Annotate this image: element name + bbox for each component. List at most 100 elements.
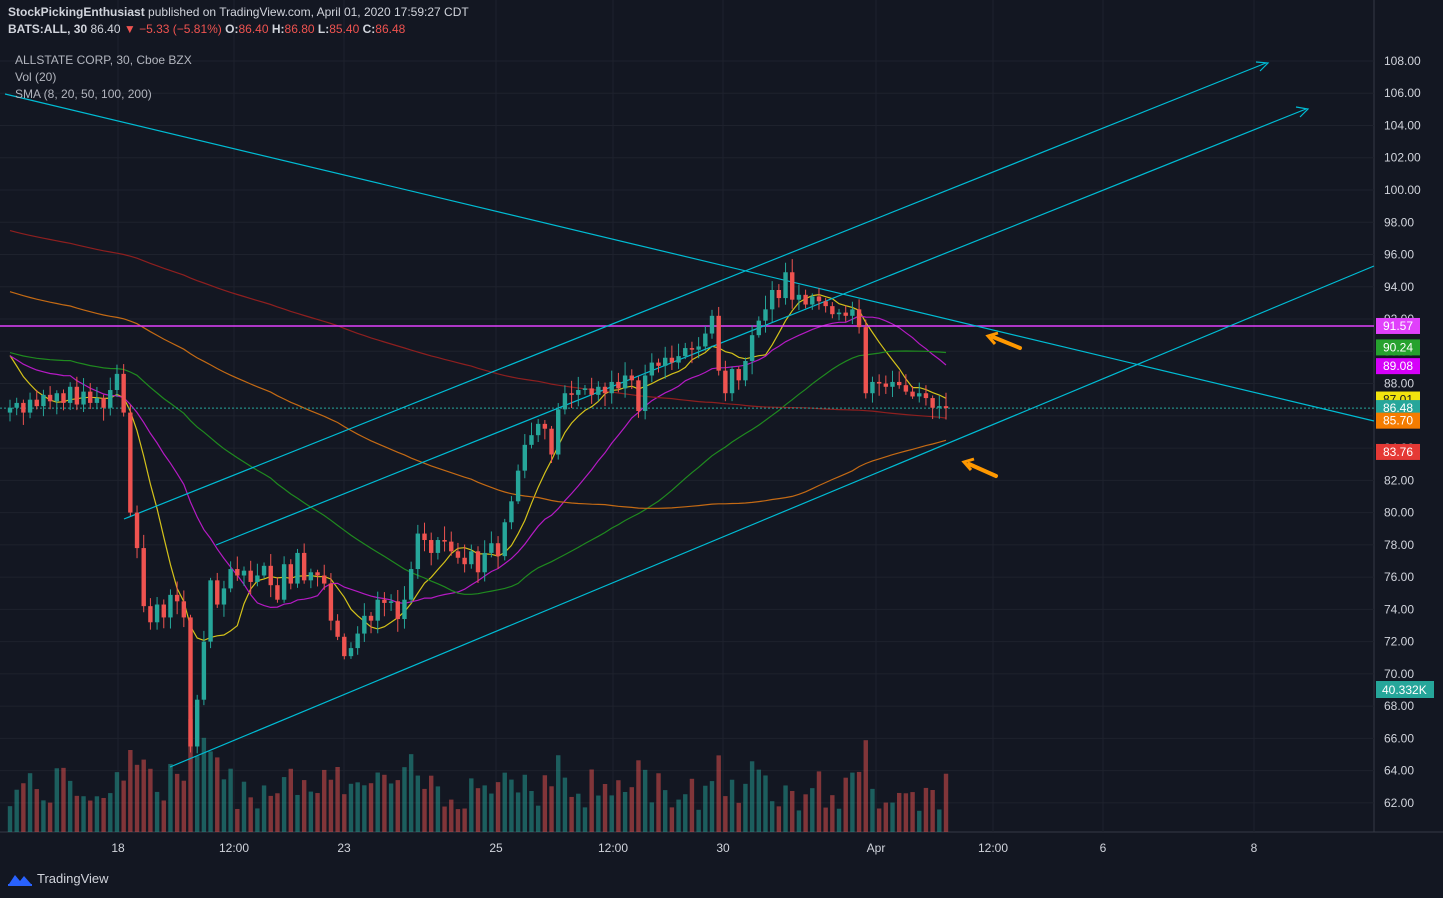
volume-bar — [94, 796, 100, 832]
candle-body — [21, 402, 26, 413]
candle-body — [101, 398, 106, 408]
tradingview-logo[interactable]: TradingView — [8, 871, 109, 886]
candle-body — [295, 552, 300, 584]
volume-bar — [696, 809, 701, 832]
candle-body — [174, 594, 180, 602]
candle-body — [816, 296, 822, 302]
volume-bar — [168, 763, 173, 832]
volume-bar — [763, 775, 768, 832]
volume-bar — [21, 783, 26, 832]
candle-body — [382, 599, 387, 603]
volume-bar — [61, 767, 66, 832]
low-value: 85.40 — [329, 22, 360, 36]
descending-trendline — [4, 93, 1375, 422]
candle-body — [221, 588, 227, 605]
candle-body — [368, 615, 374, 621]
legend-volume[interactable]: Vol (20) — [15, 70, 57, 84]
candle-body — [342, 636, 347, 657]
candle-body — [876, 381, 882, 384]
volume-bar — [769, 801, 775, 832]
candle-body — [328, 583, 334, 621]
low-label: L: — [317, 22, 330, 36]
candle-body — [108, 390, 113, 408]
volume-bar — [275, 793, 280, 832]
volume-bar — [602, 783, 608, 832]
volume-bar — [502, 772, 507, 832]
candle-body — [676, 356, 681, 363]
volume-bar — [34, 789, 39, 832]
price-label-text: 83.76 — [1383, 445, 1413, 459]
price-tick-label: 98.00 — [1384, 215, 1414, 229]
price-labels: 91.5790.2489.0887.0186.4885.7083.7640.33… — [1376, 317, 1434, 698]
candle-body — [642, 375, 648, 411]
volume-bar — [208, 751, 213, 832]
volume-bar — [228, 768, 233, 832]
candle-body — [576, 390, 581, 395]
candle-body — [602, 386, 608, 394]
volume-bar — [462, 808, 467, 832]
price-label-box — [1376, 358, 1420, 375]
candle-body — [743, 360, 748, 381]
volume-bar — [810, 788, 815, 832]
price-tick-label: 62.00 — [1384, 796, 1414, 810]
candle-body — [609, 381, 614, 394]
candle-body — [322, 575, 327, 584]
candle-body — [128, 412, 133, 513]
candlesticks — [7, 259, 949, 754]
price-tick-label: 70.00 — [1384, 667, 1414, 681]
time-tick-label: 12:00 — [598, 841, 628, 855]
candle-body — [422, 533, 427, 541]
volume-bar — [663, 790, 668, 832]
high-label: H: — [271, 22, 285, 36]
author-name[interactable]: StockPickingEnthusiast — [8, 5, 145, 19]
time-tick-label: 6 — [1100, 841, 1107, 855]
candle-body — [88, 391, 93, 403]
volume-bar — [154, 791, 160, 832]
price-label-box — [1376, 339, 1420, 356]
volume-bar — [469, 778, 474, 832]
candle-body — [856, 309, 862, 328]
volume-bar — [54, 768, 59, 832]
candle-body — [355, 633, 360, 649]
volume-bar — [816, 771, 822, 832]
candle-body — [408, 569, 414, 600]
candle-body — [796, 294, 802, 300]
candle-body — [622, 375, 628, 389]
price-tick-label: 94.00 — [1384, 280, 1414, 294]
volume-bar — [255, 808, 260, 832]
volume-bar — [716, 755, 721, 832]
candle-body — [535, 423, 541, 436]
legend-title[interactable]: ALLSTATE CORP, 30, Cboe BZX — [15, 53, 192, 67]
volume-bar — [268, 795, 273, 832]
sma-8-line — [9, 293, 947, 642]
candle-body — [683, 348, 688, 357]
price-tick-label: 104.00 — [1384, 118, 1421, 132]
volume-bar — [910, 792, 915, 832]
candle-body — [830, 306, 835, 315]
candle-body — [763, 309, 768, 321]
volume-bar — [108, 793, 113, 832]
volume-bar — [301, 780, 307, 832]
price-tick-label: 102.00 — [1384, 151, 1421, 165]
candle-body — [154, 604, 160, 623]
price-tick-label: 74.00 — [1384, 602, 1414, 616]
price-tick-label: 66.00 — [1384, 731, 1414, 745]
candle-body — [255, 575, 260, 582]
legend-sma[interactable]: SMA (8, 20, 50, 100, 200) — [15, 87, 152, 101]
candle-body — [836, 312, 842, 315]
volume-bar — [509, 779, 514, 832]
volume-bar — [435, 786, 441, 832]
down-triangle-icon: ▼ — [123, 22, 136, 36]
volume-bar — [917, 810, 922, 832]
candle-body — [649, 362, 655, 376]
volume-bar — [796, 810, 802, 832]
volume-bar — [850, 772, 855, 832]
volume-bar — [375, 772, 380, 832]
candle-body — [168, 594, 173, 618]
volume-bar — [288, 768, 293, 832]
volume-bar — [161, 800, 166, 832]
price-label-text: 89.08 — [1383, 359, 1413, 373]
volume-bar — [429, 775, 434, 832]
candle-body — [121, 373, 126, 413]
